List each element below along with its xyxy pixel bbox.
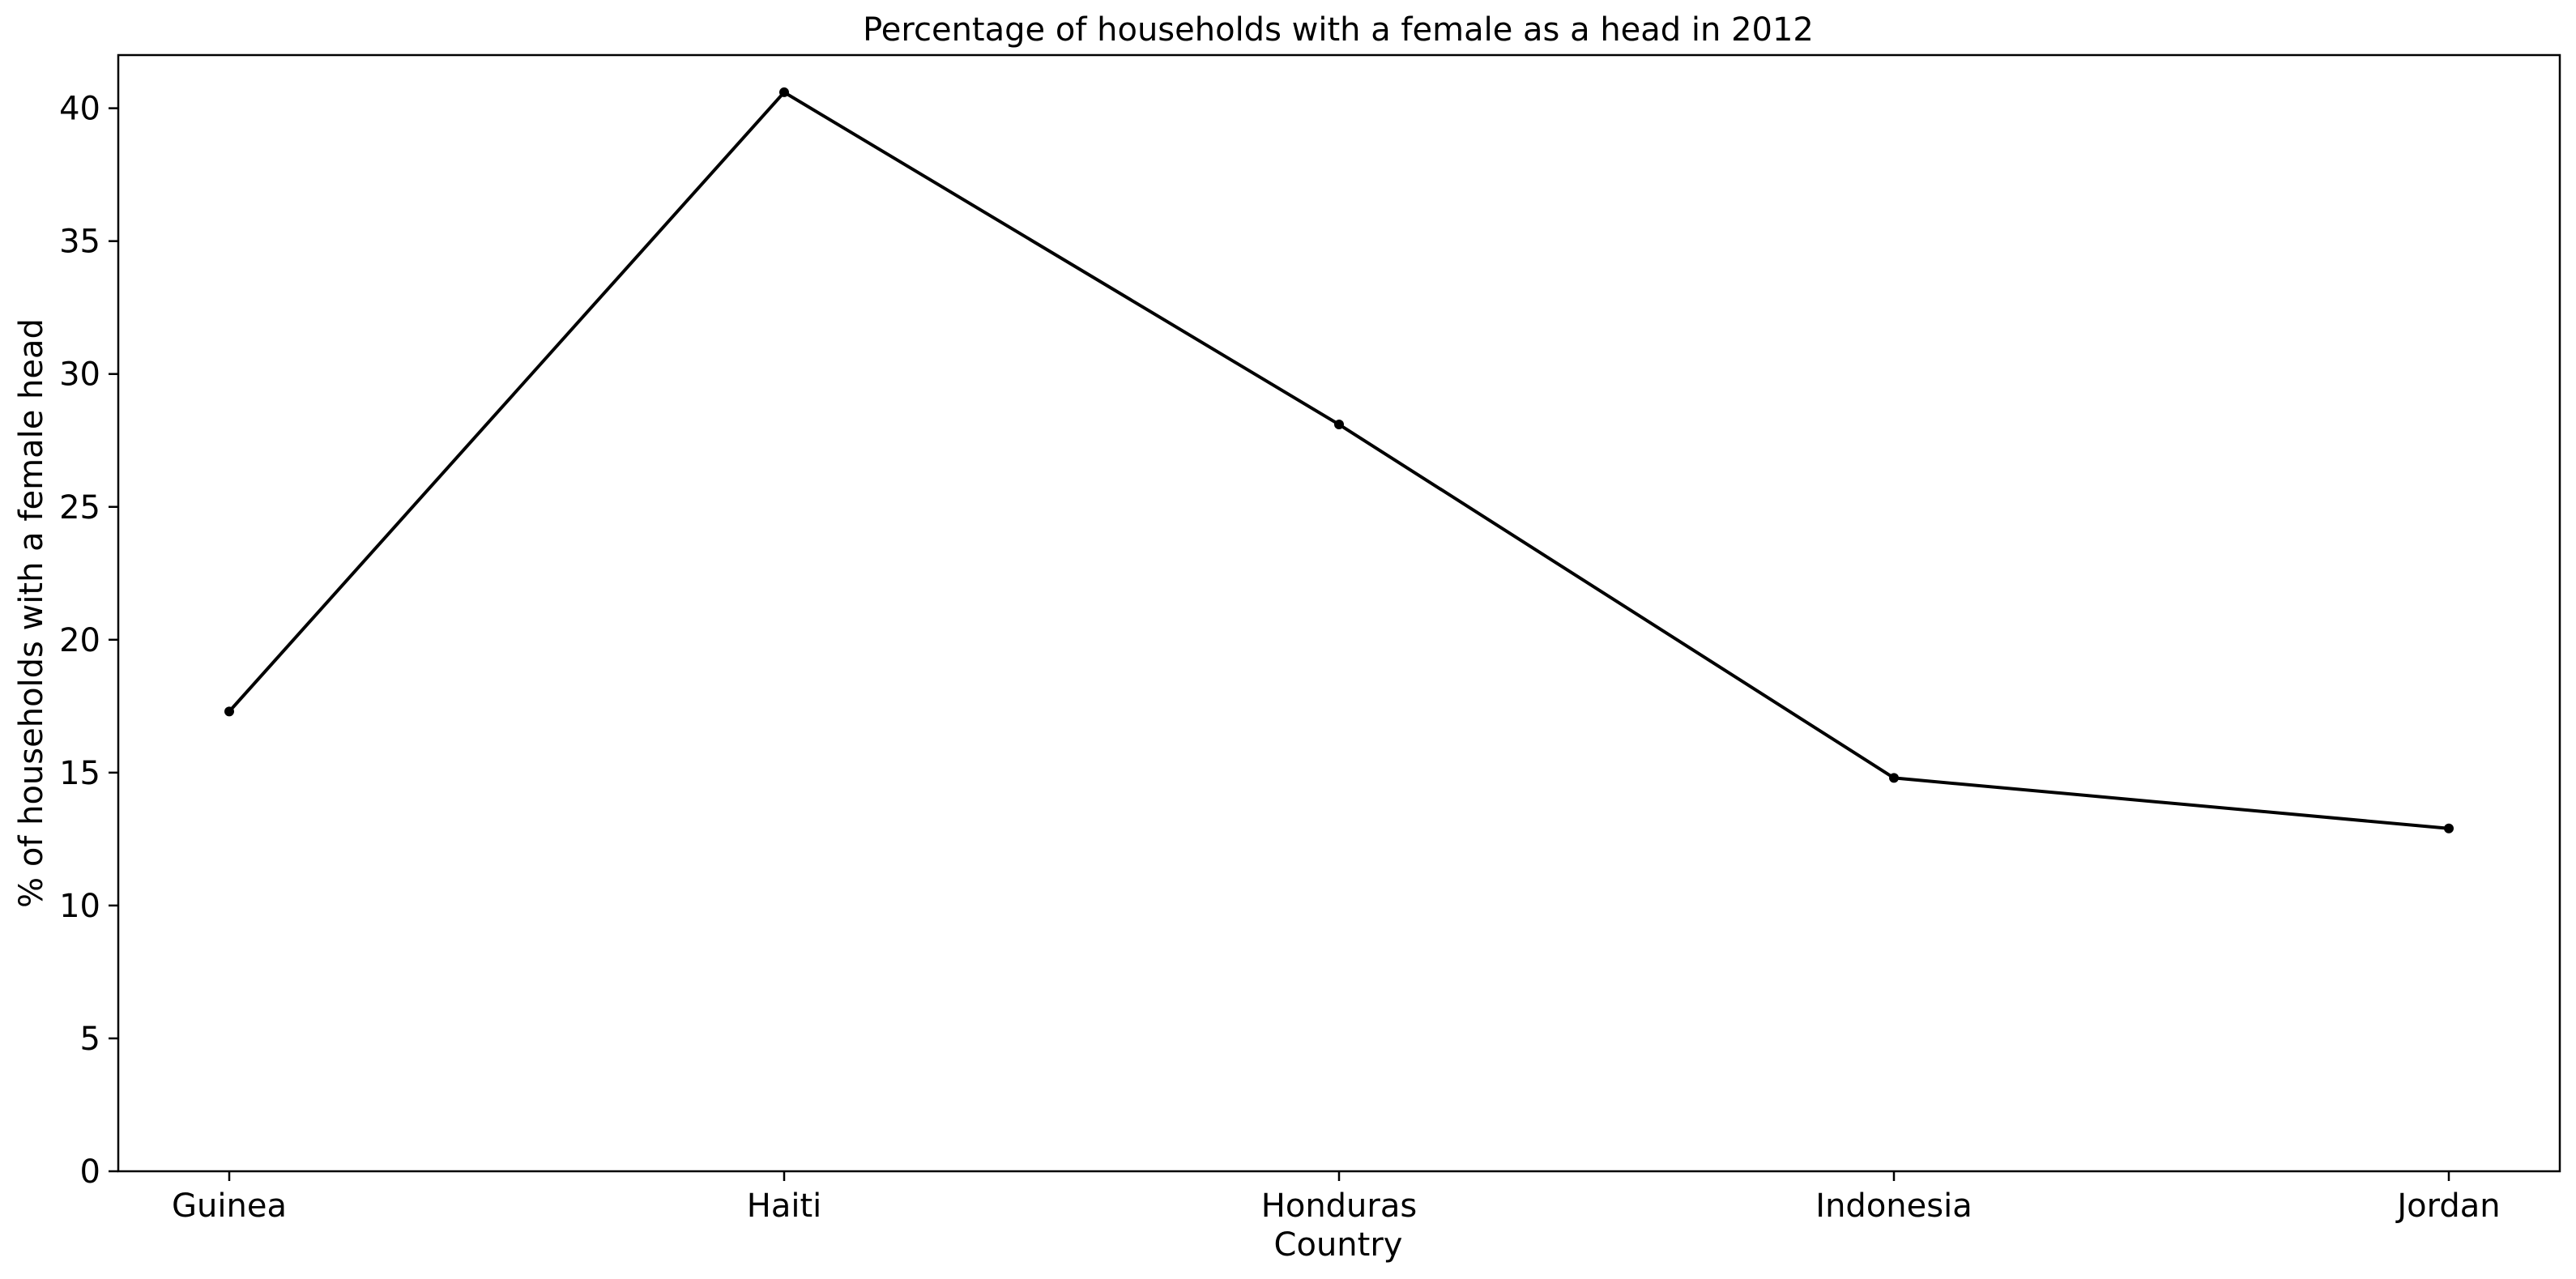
data-point [2444,823,2454,833]
x-tick-label: Jordan [2395,1187,2500,1225]
y-tick-label: 20 [59,622,100,659]
y-tick-label: 25 [59,489,100,527]
x-tick-label: Haiti [747,1187,822,1225]
y-axis-label: % of households with a female head [13,318,50,908]
x-axis: Guinea Haiti Honduras Indonesia Jordan [172,1171,2501,1225]
series-layer [224,87,2454,833]
y-tick-label: 0 [80,1153,100,1191]
data-point [1334,420,1344,430]
y-axis: 0 5 10 15 20 25 30 35 40 [59,91,118,1191]
y-tick-label: 35 [59,224,100,261]
data-point [1889,773,1899,783]
series-line [228,90,2450,830]
data-point [224,706,234,717]
chart-title: Percentage of households with a female a… [863,11,1814,49]
y-tick-label: 40 [59,91,100,128]
x-tick-label: Honduras [1261,1187,1417,1225]
y-tick-label: 5 [80,1021,100,1058]
plot-frame [117,53,2561,1173]
data-point [779,87,789,97]
y-tick-label: 10 [59,888,100,925]
x-tick-label: Indonesia [1815,1187,1972,1225]
y-tick-label: 15 [59,755,100,792]
x-axis-label: Country [1274,1226,1403,1264]
x-tick-label: Guinea [172,1187,287,1225]
y-tick-label: 30 [59,356,100,394]
